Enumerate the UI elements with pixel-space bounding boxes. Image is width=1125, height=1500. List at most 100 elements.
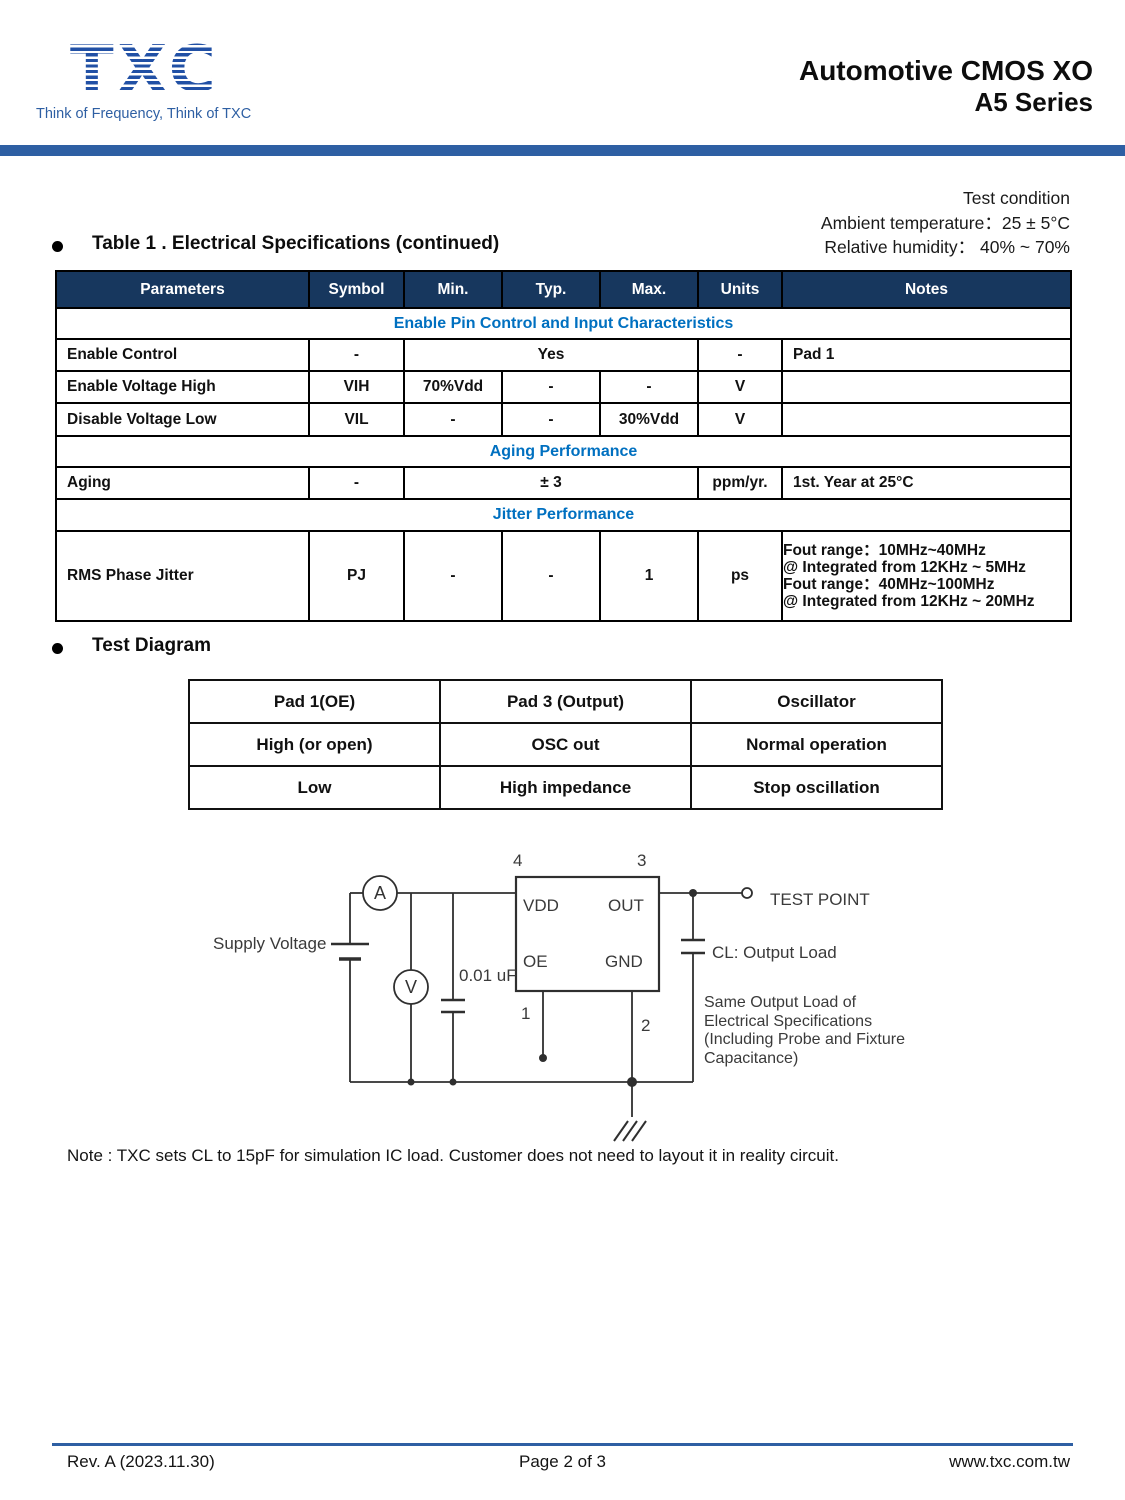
supply-voltage-label: Supply Voltage (213, 934, 327, 953)
col-typ: Typ. (501, 270, 601, 309)
jitter-note-line: Fout range：40MHz~100MHz (783, 576, 995, 593)
oe-pin-label: OE (523, 952, 548, 971)
osc-out-cell: OSC out (439, 722, 692, 767)
table-row: Disable Voltage Low VIL - - 30%Vdd V (55, 402, 1072, 437)
oscillator-ic-body (514, 875, 661, 993)
pin1-label: 1 (521, 1004, 531, 1023)
col-min: Min. (403, 270, 503, 309)
section-row-jitter: Jitter Performance (55, 498, 1072, 532)
relative-humidity: Relative humidity： 40% ~ 70% (824, 237, 1070, 257)
txc-logo: TXC (70, 33, 220, 107)
param-cell: Enable Voltage High (55, 370, 310, 404)
jitter-note-line: Fout range：10MHz~40MHz (783, 542, 986, 559)
table-row: Pad 1(OE) Pad 3 (Output) Oscillator (188, 679, 943, 724)
test-point-terminal (741, 887, 753, 899)
header-divider-bar (0, 145, 1125, 156)
txc-logo-text: TXC (70, 33, 220, 107)
min-cell: - (403, 402, 503, 437)
jitter-note-line: @ Integrated from 12KHz ~ 20MHz (783, 593, 1035, 610)
param-cell: Aging (55, 466, 310, 500)
pad1-low-cell: Low (188, 765, 441, 810)
test-circuit-diagram: A V (331, 875, 753, 1142)
subtitle-line: A5 Series (974, 87, 1093, 117)
units-cell: - (697, 338, 783, 372)
pad3-header: Pad 3 (Output) (439, 679, 692, 724)
output-load-note-line: (Including Probe and Fixture (704, 1031, 905, 1048)
notes-cell (781, 402, 1072, 437)
value-cell: Yes (403, 338, 699, 372)
oe-stub-dot (539, 1054, 547, 1062)
typ-cell: - (501, 370, 601, 404)
col-units: Units (697, 270, 783, 309)
website-link[interactable]: www.txc.com.tw (949, 1452, 1070, 1471)
table1-heading: Table 1 . Electrical Specifications (con… (92, 233, 500, 254)
high-impedance-cell: High impedance (439, 765, 692, 810)
section-aging-label: Aging Performance (55, 435, 1072, 468)
out-pin-label: OUT (608, 896, 644, 915)
test-diagram-heading: Test Diagram (92, 635, 211, 656)
section-row-enable: Enable Pin Control and Input Characteris… (55, 307, 1072, 340)
notes-cell: 1st. Year at 25°C (781, 466, 1072, 500)
symbol-cell: PJ (308, 530, 405, 622)
page-number: Page 2 of 3 (519, 1452, 606, 1471)
param-cell: Disable Voltage Low (55, 402, 310, 437)
notes-cell: Pad 1 (781, 338, 1072, 372)
typ-cell: - (501, 530, 601, 622)
symbol-cell: - (308, 466, 405, 500)
output-load-note: Same Output Load of Electrical Specifica… (704, 994, 905, 1068)
electrical-spec-table: Parameters Symbol Min. Typ. Max. Units N… (55, 270, 1072, 622)
logo-tagline: Think of Frequency, Think of TXC (36, 106, 252, 122)
normal-operation-cell: Normal operation (690, 722, 943, 767)
output-load-note-line: Same Output Load of (704, 994, 857, 1011)
param-cell: Enable Control (55, 338, 310, 372)
pad-state-table: Pad 1(OE) Pad 3 (Output) Oscillator High… (188, 679, 943, 810)
col-notes: Notes (781, 270, 1072, 309)
units-cell: V (697, 370, 783, 404)
voltmeter-label: V (405, 977, 417, 997)
pad1-header: Pad 1(OE) (188, 679, 441, 724)
gnd-pin-label: GND (605, 952, 643, 971)
revision-label: Rev. A (2023.11.30) (67, 1452, 215, 1471)
section-row-aging: Aging Performance (55, 435, 1072, 468)
title-line: Automotive CMOS XO (798, 55, 1093, 86)
table1-bullet (52, 239, 63, 257)
min-cell: 70%Vdd (403, 370, 503, 404)
test-condition-block: Test condition Ambient temperature：25 ± … (821, 186, 1070, 260)
pin3-label: 3 (637, 851, 647, 870)
col-parameters: Parameters (55, 270, 310, 309)
table-row: Enable Voltage High VIH 70%Vdd - - V (55, 370, 1072, 404)
table-row: High (or open) OSC out Normal operation (188, 722, 943, 767)
notes-cell (781, 370, 1072, 404)
stop-oscillation-cell: Stop oscillation (690, 765, 943, 810)
section-jitter-label: Jitter Performance (55, 498, 1072, 532)
ground-symbol (613, 1120, 629, 1142)
ambient-temperature: Ambient temperature：25 ± 5°C (820, 212, 1070, 233)
pad1-high-cell: High (or open) (188, 722, 441, 767)
symbol-cell: - (308, 338, 405, 372)
min-cell: - (403, 530, 503, 622)
test-diagram-bullet (52, 641, 63, 659)
notes-cell: Fout range：10MHz~40MHz @ Integrated from… (781, 530, 1072, 622)
vdd-pin-label: VDD (523, 896, 559, 915)
decoupling-cap-label: 0.01 uF (459, 966, 517, 985)
gnd-junction-dot (627, 1077, 637, 1087)
ammeter-label: A (374, 883, 386, 903)
pin2-label: 2 (641, 1016, 651, 1035)
symbol-cell: VIH (308, 370, 405, 404)
table-row: Low High impedance Stop oscillation (188, 765, 943, 810)
jitter-note-line: @ Integrated from 12KHz ~ 5MHz (783, 559, 1026, 576)
cl-note: Note : TXC sets CL to 15pF for simulatio… (67, 1146, 839, 1165)
max-cell: 1 (599, 530, 699, 622)
max-cell: 30%Vdd (599, 402, 699, 437)
output-load-note-line: Electrical Specifications (704, 1012, 873, 1030)
out-junction-dot (689, 889, 697, 897)
test-point-label: TEST POINT (770, 890, 870, 909)
units-cell: ps (697, 530, 783, 622)
test-condition-title: Test condition (962, 188, 1070, 208)
col-symbol: Symbol (308, 270, 405, 309)
symbol-cell: VIL (308, 402, 405, 437)
value-cell: ± 3 (403, 466, 699, 500)
typ-cell: - (501, 402, 601, 437)
output-load-note-line: Capacitance) (704, 1049, 799, 1067)
